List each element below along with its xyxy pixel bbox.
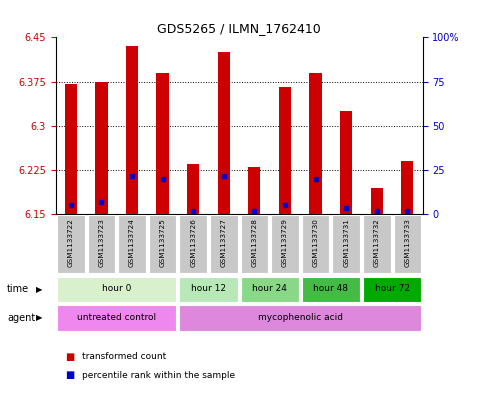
Bar — [332, 215, 360, 273]
Bar — [370, 187, 383, 214]
Text: GSM1133728: GSM1133728 — [251, 218, 257, 267]
Bar — [401, 161, 413, 214]
Text: time: time — [7, 284, 29, 294]
Bar — [394, 215, 421, 273]
Text: GSM1133724: GSM1133724 — [129, 218, 135, 267]
Text: agent: agent — [7, 313, 35, 323]
Text: ■: ■ — [65, 352, 74, 362]
Text: GSM1133722: GSM1133722 — [68, 218, 74, 267]
Text: hour 48: hour 48 — [313, 284, 348, 293]
Bar — [156, 73, 169, 214]
Text: ▶: ▶ — [36, 285, 43, 294]
Bar — [210, 215, 238, 273]
Bar — [279, 87, 291, 214]
Bar — [363, 215, 391, 273]
Text: GSM1133723: GSM1133723 — [99, 218, 104, 267]
Bar — [218, 52, 230, 214]
Bar — [88, 215, 115, 273]
Title: GDS5265 / ILMN_1762410: GDS5265 / ILMN_1762410 — [157, 22, 321, 35]
Text: hour 0: hour 0 — [102, 284, 131, 293]
Text: mycophenolic acid: mycophenolic acid — [258, 313, 343, 322]
Bar — [149, 215, 176, 273]
Bar — [126, 46, 138, 214]
Bar — [57, 277, 176, 302]
Text: ■: ■ — [65, 370, 74, 380]
Text: GSM1133733: GSM1133733 — [404, 218, 411, 267]
Text: ▶: ▶ — [36, 314, 43, 322]
Bar — [310, 73, 322, 214]
Bar — [340, 111, 352, 214]
Bar — [57, 305, 176, 331]
Text: untreated control: untreated control — [77, 313, 156, 322]
Bar — [241, 215, 268, 273]
Bar — [248, 167, 260, 214]
Text: hour 12: hour 12 — [191, 284, 226, 293]
Text: GSM1133731: GSM1133731 — [343, 218, 349, 267]
Bar — [187, 164, 199, 214]
Bar — [302, 215, 329, 273]
Text: GSM1133727: GSM1133727 — [221, 218, 227, 267]
Bar — [241, 277, 298, 302]
Bar — [118, 215, 146, 273]
Bar — [180, 305, 421, 331]
Text: GSM1133725: GSM1133725 — [159, 218, 166, 267]
Bar — [271, 215, 298, 273]
Bar — [65, 84, 77, 214]
Text: GSM1133732: GSM1133732 — [374, 218, 380, 267]
Text: hour 24: hour 24 — [252, 284, 287, 293]
Bar — [95, 82, 108, 214]
Bar — [363, 277, 421, 302]
Bar — [302, 277, 360, 302]
Text: GSM1133726: GSM1133726 — [190, 218, 196, 267]
Text: GSM1133730: GSM1133730 — [313, 218, 319, 267]
Bar — [180, 215, 207, 273]
Bar — [57, 215, 85, 273]
Text: percentile rank within the sample: percentile rank within the sample — [82, 371, 235, 380]
Bar — [180, 277, 238, 302]
Text: GSM1133729: GSM1133729 — [282, 218, 288, 267]
Text: transformed count: transformed count — [82, 353, 166, 361]
Text: hour 72: hour 72 — [374, 284, 410, 293]
